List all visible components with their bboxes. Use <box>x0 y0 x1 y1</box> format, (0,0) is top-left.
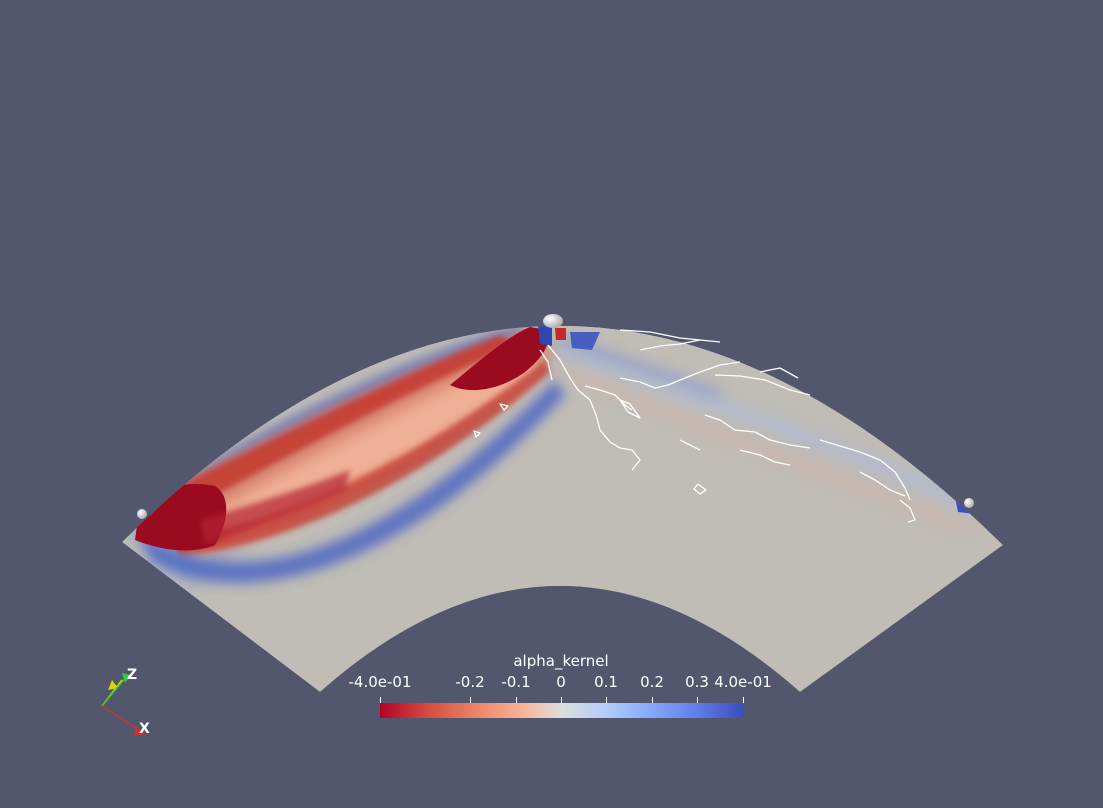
colorbar-tick <box>516 697 517 705</box>
colorbar-tick-label: -0.1 <box>501 673 531 691</box>
orientation-axes: Z X <box>101 667 150 737</box>
receiver-marker-left[interactable] <box>137 509 147 519</box>
x-axis-label: X <box>139 721 150 737</box>
colorbar-tick <box>606 697 607 705</box>
colorbar-tick-label: 0 <box>556 673 566 691</box>
receiver-marker-right[interactable] <box>964 498 974 508</box>
colorbar-tick <box>743 697 744 705</box>
source-marker[interactable] <box>543 314 563 328</box>
z-axis-cone <box>122 673 131 683</box>
colorbar-tick <box>697 697 698 705</box>
colorbar-tick <box>561 697 562 705</box>
colorbar-tick <box>470 697 471 705</box>
colorbar-tick-label: -0.2 <box>455 673 485 691</box>
y-axis-cone <box>108 680 118 690</box>
colorbar-tick-label: 0.3 <box>685 673 709 691</box>
colorbar <box>380 703 744 718</box>
colorbar-tick <box>380 697 381 705</box>
x-axis-line <box>101 705 141 732</box>
cross-section-slice <box>122 325 1003 692</box>
colorbar-tick-label: 4.0e-01 <box>714 673 772 691</box>
colorbar-tick-label: 0.2 <box>640 673 664 691</box>
x-axis-cone <box>134 726 146 735</box>
colorbar-tick-label: -4.0e-01 <box>348 673 412 691</box>
z-axis-line <box>101 675 128 707</box>
colorbar-tick-label: 0.1 <box>594 673 618 691</box>
coastlines <box>473 329 916 523</box>
colorbar-title: alpha_kernel <box>513 652 609 670</box>
z-axis-label: Z <box>127 667 137 683</box>
colorbar-tick <box>652 697 653 705</box>
